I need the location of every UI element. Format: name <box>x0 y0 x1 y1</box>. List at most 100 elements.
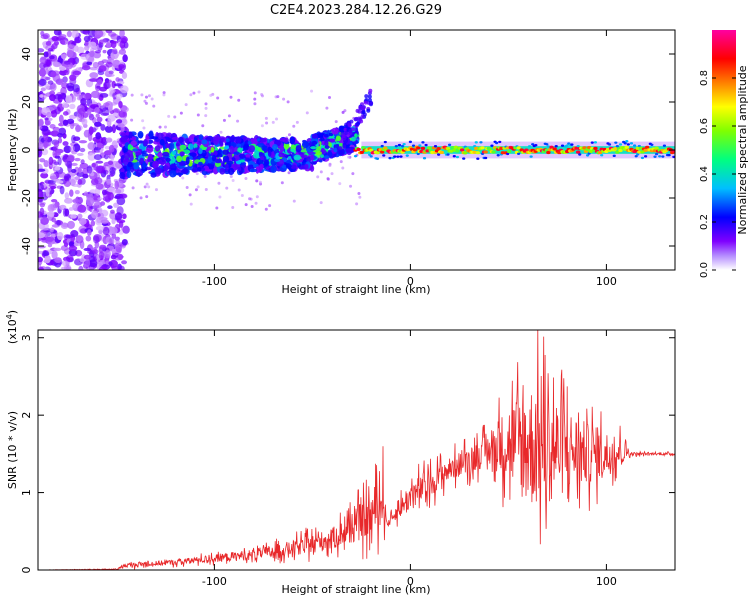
heatmap-cell <box>341 110 345 114</box>
heatmap-cell <box>405 154 409 157</box>
heatmap-cell <box>310 89 314 93</box>
heatmap-cell <box>169 170 177 178</box>
heatmap-cell <box>393 155 397 158</box>
spectrogram-ylabel: Frequency (Hz) <box>6 109 19 192</box>
heatmap-cell <box>86 165 93 174</box>
heatmap-cell <box>363 100 368 105</box>
heatmap-cell <box>118 64 125 69</box>
heatmap-cell <box>379 150 385 154</box>
heatmap-cell <box>144 101 148 105</box>
heatmap-cell <box>335 135 342 142</box>
heatmap-cell <box>462 157 466 160</box>
heatmap-cell <box>38 68 47 77</box>
heatmap-cell <box>424 143 428 147</box>
heatmap-cell <box>109 237 115 246</box>
heatmap-cell <box>57 157 62 166</box>
heatmap-cell <box>545 143 549 146</box>
heatmap-cell <box>72 70 82 76</box>
heatmap-cell <box>240 194 244 198</box>
heatmap-cell <box>176 172 184 176</box>
heatmap-cell <box>529 155 533 158</box>
heatmap-cell <box>140 93 144 97</box>
heatmap-cell <box>39 207 45 216</box>
heatmap-cell <box>66 30 73 38</box>
heatmap-cell <box>289 136 296 145</box>
heatmap-cell <box>50 198 58 203</box>
heatmap-cell <box>433 145 438 148</box>
heatmap-cell <box>106 179 111 186</box>
heatmap-cell <box>148 144 153 149</box>
heatmap-cell <box>95 132 102 140</box>
heatmap-cell <box>225 138 230 143</box>
heatmap-cell <box>625 140 629 143</box>
heatmap-cell <box>63 145 72 154</box>
heatmap-cell <box>69 189 74 197</box>
heatmap-cell <box>111 248 117 254</box>
heatmap-cell <box>152 104 156 108</box>
heatmap-cell <box>260 94 264 98</box>
heatmap-cell <box>64 197 73 204</box>
heatmap-cell <box>654 146 659 150</box>
heatmap-cell <box>45 236 55 242</box>
heatmap-cell <box>293 154 301 161</box>
heatmap-cell <box>351 172 355 176</box>
heatmap-cell <box>394 144 398 148</box>
heatmap-cell <box>425 149 430 153</box>
heatmap-cell <box>122 54 128 63</box>
heatmap-cell <box>222 149 229 155</box>
heatmap-cell <box>42 250 49 257</box>
heatmap-cell <box>83 129 91 138</box>
heatmap-cell <box>516 146 521 150</box>
heatmap-cell <box>77 204 87 213</box>
heatmap-cell <box>300 154 308 159</box>
heatmap-cell <box>672 155 675 159</box>
heatmap-cell <box>349 184 353 188</box>
heatmap-cell <box>77 213 83 219</box>
heatmap-cell <box>110 102 117 106</box>
heatmap-cell <box>233 151 240 155</box>
snr-xlabel: Height of straight line (km) <box>281 583 430 596</box>
heatmap-cell <box>147 94 151 98</box>
heatmap-cell <box>321 147 325 152</box>
heatmap-cell <box>439 150 444 155</box>
colorbar-gradient <box>712 30 736 270</box>
heatmap-cell <box>480 146 485 150</box>
colorbar-tick-label: 0.0 <box>699 262 710 278</box>
colorbar: 0.0 0.2 0.4 0.6 0.8 Normalized spectral ampl… <box>699 30 749 278</box>
heatmap-cell <box>105 42 112 48</box>
heatmap-cell <box>58 114 64 124</box>
heatmap-cell <box>176 143 180 147</box>
heatmap-cell <box>228 136 235 143</box>
heatmap-cell <box>58 127 67 136</box>
heatmap-cell <box>270 165 277 173</box>
heatmap-cell <box>618 148 623 153</box>
heatmap-cell <box>315 151 322 156</box>
heatmap-cell <box>80 30 89 34</box>
heatmap-cell <box>38 256 44 263</box>
heatmap-cell <box>156 152 164 158</box>
heatmap-cell <box>121 226 128 232</box>
heatmap-cell <box>111 218 116 225</box>
heatmap-cell <box>38 78 47 86</box>
heatmap-cell <box>236 143 241 148</box>
heatmap-cell <box>96 116 103 123</box>
heatmap-cell <box>552 147 557 151</box>
heatmap-cell <box>253 97 257 101</box>
heatmap-cell <box>280 181 284 185</box>
heatmap-cell <box>92 246 97 254</box>
heatmap-cell <box>43 51 49 58</box>
heatmap-cell <box>179 151 185 156</box>
heatmap-cell <box>141 119 145 123</box>
heatmap-cell <box>75 125 81 133</box>
heatmap-cell <box>301 140 309 149</box>
heatmap-cell <box>250 168 258 173</box>
heatmap-cell <box>103 102 110 107</box>
heatmap-cell <box>351 127 356 132</box>
heatmap-cell <box>661 155 665 158</box>
heatmap-cell <box>402 142 406 146</box>
heatmap-cell <box>74 36 82 44</box>
heatmap-cell <box>358 105 363 110</box>
heatmap-cell <box>67 155 75 163</box>
heatmap-cell <box>239 159 245 163</box>
heatmap-cell <box>38 141 44 150</box>
